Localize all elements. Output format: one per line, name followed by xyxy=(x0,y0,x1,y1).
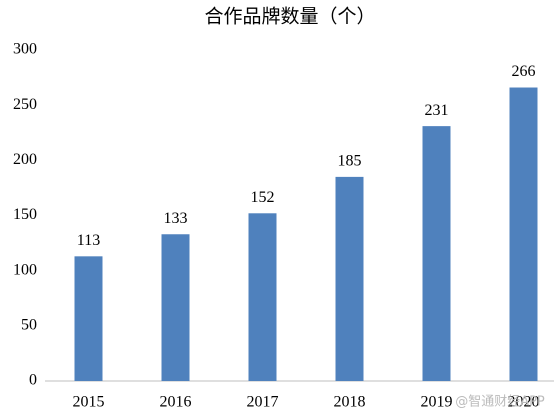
bar xyxy=(509,87,538,381)
bar xyxy=(248,213,277,381)
x-tick-label: 2018 xyxy=(334,394,366,411)
y-tick-label: 250 xyxy=(13,96,37,113)
data-label: 231 xyxy=(425,102,449,119)
y-tick-label: 50 xyxy=(21,317,37,334)
y-tick-label: 300 xyxy=(13,41,37,58)
bar xyxy=(335,176,364,381)
y-tick-label: 150 xyxy=(13,206,37,223)
x-tick-label: 2017 xyxy=(247,394,279,411)
data-label: 113 xyxy=(77,232,100,249)
y-tick-label: 100 xyxy=(13,261,37,278)
data-label: 266 xyxy=(512,63,536,80)
data-label: 152 xyxy=(251,189,275,206)
y-tick-label: 200 xyxy=(13,151,37,168)
data-label: 185 xyxy=(338,153,362,170)
y-tick-label: 0 xyxy=(29,372,37,389)
chart-title: 合作品牌数量（个） xyxy=(204,6,375,28)
bar xyxy=(161,234,190,381)
x-tick-label: 2020 xyxy=(508,394,540,411)
x-tick-label: 2019 xyxy=(421,394,453,411)
x-tick-label: 2016 xyxy=(160,394,192,411)
data-label: 133 xyxy=(164,210,188,227)
x-tick-label: 2015 xyxy=(73,394,105,411)
bar xyxy=(74,256,103,381)
watermark: @智通财经APP xyxy=(455,395,545,410)
bar xyxy=(422,126,451,381)
